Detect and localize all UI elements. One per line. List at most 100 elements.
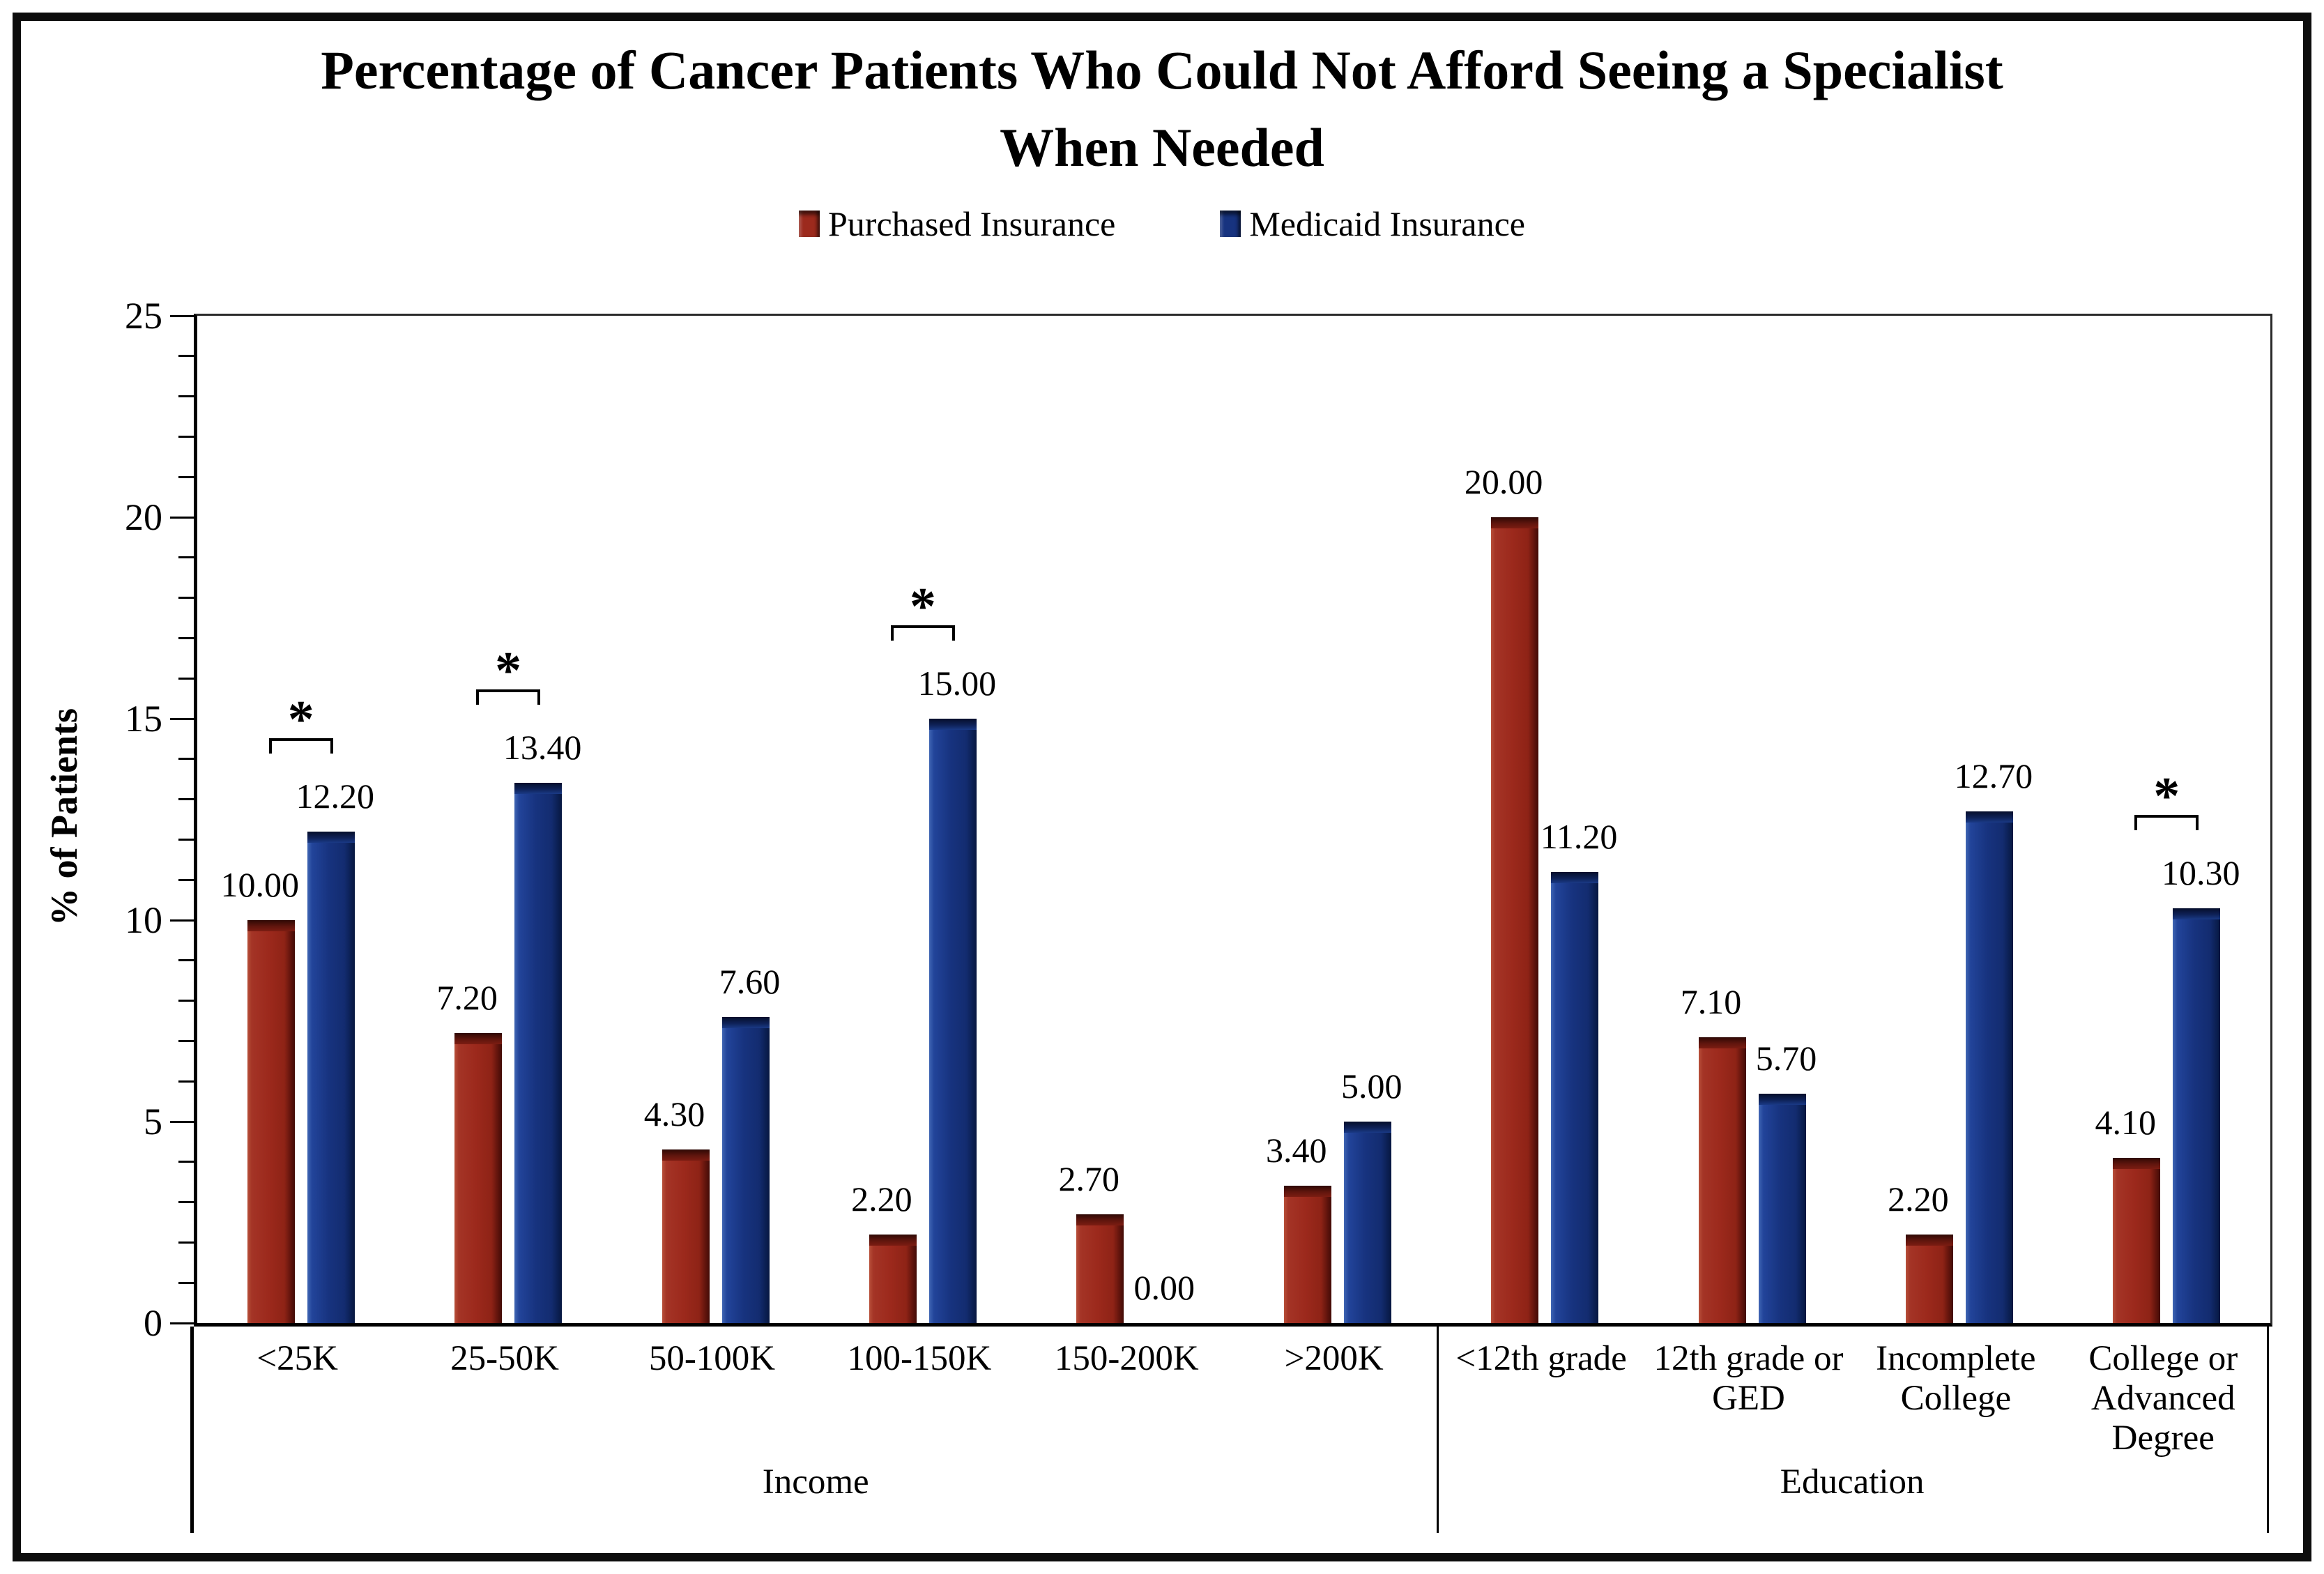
- bar-medicaid-insurance: [721, 1016, 770, 1323]
- bar-purchased-insurance: [1283, 1186, 1331, 1323]
- y-tick: [178, 355, 194, 358]
- category-label: 25-50K: [450, 1339, 559, 1378]
- y-tick: [170, 1322, 194, 1324]
- bar-top-bevel: [721, 1016, 770, 1028]
- value-label: 2.20: [851, 1179, 912, 1218]
- bar-top-bevel: [1551, 871, 1599, 883]
- y-tick: [178, 475, 194, 478]
- y-tick: [178, 395, 194, 398]
- axis-group-label: Income: [762, 1462, 869, 1502]
- y-tick: [170, 1120, 194, 1123]
- y-tick: [178, 878, 194, 881]
- bar-purchased-insurance: [1698, 1037, 1746, 1323]
- bar-purchased-insurance: [1905, 1234, 1953, 1323]
- bar-medicaid-insurance: [928, 719, 977, 1323]
- category-axis: Income Education <25K 25-50K 50-100K 100-150K…: [190, 1327, 2269, 1533]
- axis-group-label: Education: [1780, 1462, 1925, 1502]
- y-tick-label: 15: [125, 698, 162, 740]
- significance-asterisk: *: [2153, 766, 2180, 825]
- significance-bracket: [890, 625, 955, 641]
- bar-purchased-insurance: [247, 920, 295, 1323]
- bar-purchased-insurance: [2113, 1158, 2161, 1323]
- bar-medicaid-insurance: [514, 783, 563, 1323]
- value-label: 7.60: [719, 961, 781, 1001]
- y-tick: [178, 636, 194, 639]
- bar-medicaid-insurance: [307, 831, 355, 1323]
- significance-bracket: [2134, 814, 2199, 830]
- value-label: 5.00: [1340, 1067, 1402, 1106]
- bar-medicaid-insurance: [1965, 811, 2013, 1323]
- y-tick: [178, 1039, 194, 1042]
- category-label: 12th grade or GED: [1653, 1339, 1844, 1418]
- significance-asterisk: *: [287, 689, 314, 749]
- value-label: 4.30: [643, 1094, 705, 1134]
- y-tick: [178, 1080, 194, 1083]
- bar-purchased-insurance: [869, 1234, 917, 1323]
- bar-top-bevel: [1283, 1186, 1331, 1198]
- category-label: College or Advanced Degree: [2088, 1339, 2238, 1458]
- category-label: >200K: [1284, 1339, 1384, 1378]
- value-label: 3.40: [1265, 1131, 1327, 1170]
- y-tick-label: 5: [144, 1101, 162, 1143]
- bar-top-bevel: [2173, 908, 2221, 919]
- value-label: 12.70: [1954, 756, 2033, 795]
- y-tick-label: 10: [125, 899, 162, 941]
- y-tick: [178, 597, 194, 599]
- legend-label: Medicaid Insurance: [1249, 204, 1525, 243]
- bar-top-bevel: [454, 1032, 503, 1044]
- bar-medicaid-insurance: [2173, 908, 2221, 1323]
- legend-item-purchased-insurance: Purchased Insurance: [799, 206, 1115, 241]
- bar-top-bevel: [1905, 1234, 1953, 1246]
- bar-purchased-insurance: [662, 1149, 710, 1323]
- category-label: 100-150K: [847, 1339, 992, 1378]
- y-tick: [170, 314, 194, 317]
- category-label: <12th grade: [1455, 1339, 1627, 1378]
- purchased-insurance-swatch-icon: [799, 211, 820, 237]
- value-label: 2.20: [1888, 1179, 1949, 1218]
- y-tick: [178, 435, 194, 438]
- y-tick: [178, 1281, 194, 1284]
- value-label: 2.70: [1058, 1159, 1120, 1198]
- category-label: <25K: [257, 1339, 338, 1378]
- y-tick: [178, 798, 194, 801]
- bar-purchased-insurance: [454, 1032, 503, 1323]
- value-label: 12.20: [296, 776, 374, 816]
- y-tick: [170, 516, 194, 519]
- category-label: 150-200K: [1054, 1339, 1199, 1378]
- bar-top-bevel: [1076, 1214, 1124, 1225]
- y-tick: [178, 1241, 194, 1244]
- y-tick: [178, 677, 194, 680]
- bar-top-bevel: [1343, 1122, 1391, 1133]
- value-label: 10.00: [220, 865, 299, 904]
- significance-asterisk: *: [495, 641, 522, 701]
- value-label: 11.20: [1540, 816, 1618, 856]
- legend: Purchased Insurance Medicaid Insurance: [0, 206, 2324, 241]
- chart-title: Percentage of Cancer Patients Who Could …: [321, 40, 2003, 178]
- y-tick: [178, 1161, 194, 1163]
- value-label: 0.00: [1133, 1268, 1195, 1307]
- value-label: 7.20: [436, 977, 498, 1017]
- medicaid-insurance-swatch-icon: [1220, 211, 1241, 237]
- value-label: 20.00: [1464, 462, 1543, 501]
- y-tick: [170, 717, 194, 720]
- y-tick-label: 25: [125, 295, 162, 337]
- value-label: 7.10: [1680, 981, 1742, 1021]
- value-label: 10.30: [2162, 853, 2240, 892]
- bar-top-bevel: [1491, 517, 1539, 528]
- plot-area: 0 5 10 15 20 25 10.00 12.20 * 7.20 13.40 * 4.30 7.60 2…: [125, 295, 2272, 1344]
- y-tick-label: 0: [144, 1302, 162, 1344]
- significance-bracket: [476, 689, 541, 705]
- y-tick: [178, 1000, 194, 1002]
- legend-item-medicaid-insurance: Medicaid Insurance: [1220, 206, 1525, 241]
- category-label: Incomplete College: [1876, 1339, 2036, 1418]
- bar-top-bevel: [1965, 811, 2013, 823]
- category-label: 50-100K: [648, 1339, 776, 1378]
- significance-asterisk: *: [909, 577, 936, 636]
- bar-purchased-insurance: [1076, 1214, 1124, 1323]
- section-divider: [190, 1327, 194, 1533]
- y-tick: [178, 1201, 194, 1204]
- value-label: 13.40: [503, 728, 582, 767]
- value-label: 15.00: [917, 664, 997, 703]
- bar-top-bevel: [247, 920, 295, 931]
